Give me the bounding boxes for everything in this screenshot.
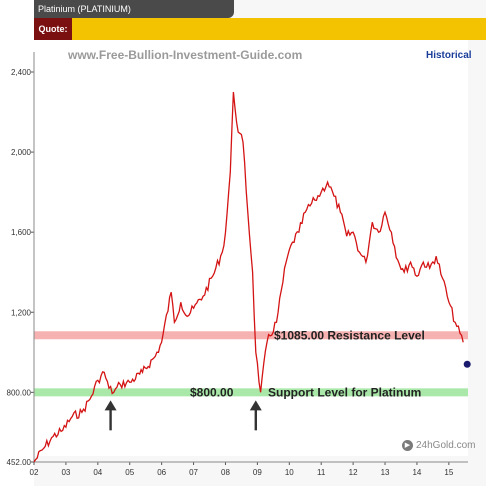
support-level-label: Support Level for Platinum xyxy=(268,385,421,399)
x-tick-label: 11 xyxy=(317,468,326,477)
y-tick-label: 1,600 xyxy=(11,228,32,237)
arrow-up-icon xyxy=(249,400,262,411)
x-tick-label: 12 xyxy=(349,468,358,477)
y-tick-label: 800.00 xyxy=(7,388,32,397)
logo: ▶ 24hGold.com xyxy=(402,440,475,451)
y-tick-label: 452.00 xyxy=(7,458,32,467)
x-tick-label: 07 xyxy=(189,468,198,477)
x-tick-label: 06 xyxy=(157,468,166,477)
x-tick-label: 13 xyxy=(381,468,390,477)
quote-bar: Quote: xyxy=(34,18,486,40)
support-level-value: $800.00 xyxy=(190,385,234,399)
y-tick-label: 1,200 xyxy=(11,308,32,317)
quote-label: Quote: xyxy=(34,18,72,40)
logo-text: 24hGold.com xyxy=(416,440,476,452)
x-tick-label: 15 xyxy=(444,468,453,477)
y-tick-label: 2,000 xyxy=(11,148,32,157)
x-tick-label: 09 xyxy=(253,468,262,477)
y-tick-label: 2,400 xyxy=(11,68,32,77)
chart-title-bar: Platinium (PLATINIUM) xyxy=(34,0,234,18)
x-tick-label: 10 xyxy=(285,468,294,477)
x-tick-label: 02 xyxy=(30,468,39,477)
platinum-price-line xyxy=(33,91,464,463)
x-tick-label: 14 xyxy=(412,468,421,477)
chart-header-title: Platinium (PLATINIUM) xyxy=(38,4,131,14)
x-tick-label: 04 xyxy=(93,468,102,477)
watermark-text: www.Free-Bullion-Investment-Guide.com xyxy=(68,48,303,62)
support-level-band xyxy=(34,388,468,397)
historical-link[interactable]: Historical xyxy=(426,50,472,61)
arrow-up-icon xyxy=(104,400,117,411)
play-icon: ▶ xyxy=(402,440,413,451)
last-price-marker xyxy=(463,360,471,368)
resistance-level-band xyxy=(34,331,468,340)
resistance-level-label: $1085.00 Resistance Level xyxy=(274,328,425,342)
x-tick-label: 05 xyxy=(125,468,134,477)
x-tick-label: 03 xyxy=(61,468,70,477)
x-tick-label: 08 xyxy=(221,468,230,477)
